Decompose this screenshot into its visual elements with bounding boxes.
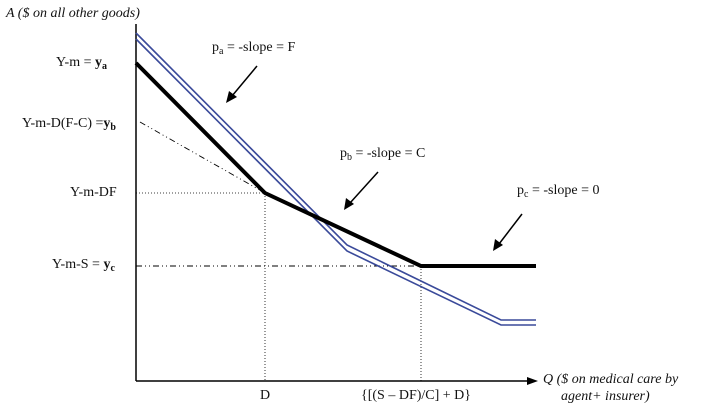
annotation-pc-p: p bbox=[517, 183, 524, 198]
annotation-pb: pb = -slope = C bbox=[340, 146, 426, 163]
arrow-pa bbox=[226, 65, 258, 103]
y-tick-ya-var: y bbox=[95, 55, 103, 70]
annotation-pc-sub: c bbox=[524, 189, 529, 200]
y-tick-yb-prefix: Y-m-D(F-C) = bbox=[22, 116, 104, 131]
y-tick-yb-var: y bbox=[103, 116, 111, 131]
annotation-pa-text: = -slope = F bbox=[223, 40, 296, 55]
y-tick-ya-sub: a bbox=[102, 61, 108, 72]
budget-line-outer bbox=[135, 32, 536, 321]
annotation-pa: pa = -slope = F bbox=[212, 40, 296, 57]
arrow-pb bbox=[344, 171, 379, 210]
x-axis-label-line2: agent+ insurer) bbox=[561, 389, 650, 404]
x-axis-label-line1: Q ($ on medical care by bbox=[543, 372, 679, 387]
annotation-pa-sub: a bbox=[219, 46, 224, 57]
y-tick-ya-prefix: Y-m = bbox=[56, 55, 96, 70]
y-tick-yb: Y-m-D(F-C) =yb bbox=[22, 116, 116, 133]
kinked-budget-line bbox=[134, 61, 536, 268]
budget-line-inner bbox=[135, 38, 536, 326]
y-axis-label: A ($ on all other goods) bbox=[6, 6, 140, 21]
y-tick-ya: Y-m = ya bbox=[56, 55, 108, 72]
y-tick-ydf: Y-m-DF bbox=[70, 185, 117, 200]
annotation-pb-p: p bbox=[340, 146, 347, 161]
y-tick-yc-prefix: Y-m-S = bbox=[52, 257, 104, 272]
annotation-pc: pc = -slope = 0 bbox=[517, 183, 600, 200]
x-tick-s: {[(S – DF)/C] + D} bbox=[361, 388, 472, 403]
arrow-pc bbox=[493, 213, 523, 251]
y-tick-yb-sub: b bbox=[110, 122, 116, 133]
annotation-pc-text: = -slope = 0 bbox=[528, 183, 600, 198]
x-tick-d: D bbox=[260, 388, 271, 403]
annotation-pa-p: p bbox=[212, 40, 219, 55]
annotation-pb-sub: b bbox=[347, 152, 352, 163]
y-tick-yc-sub: c bbox=[110, 263, 115, 274]
x-axis-arrowhead bbox=[527, 377, 538, 385]
guide-yb-dashdot bbox=[139, 121, 266, 194]
annotation-pb-text: = -slope = C bbox=[352, 146, 426, 161]
y-tick-yc: Y-m-S = yc bbox=[52, 257, 115, 274]
y-tick-yc-var: y bbox=[103, 257, 111, 272]
